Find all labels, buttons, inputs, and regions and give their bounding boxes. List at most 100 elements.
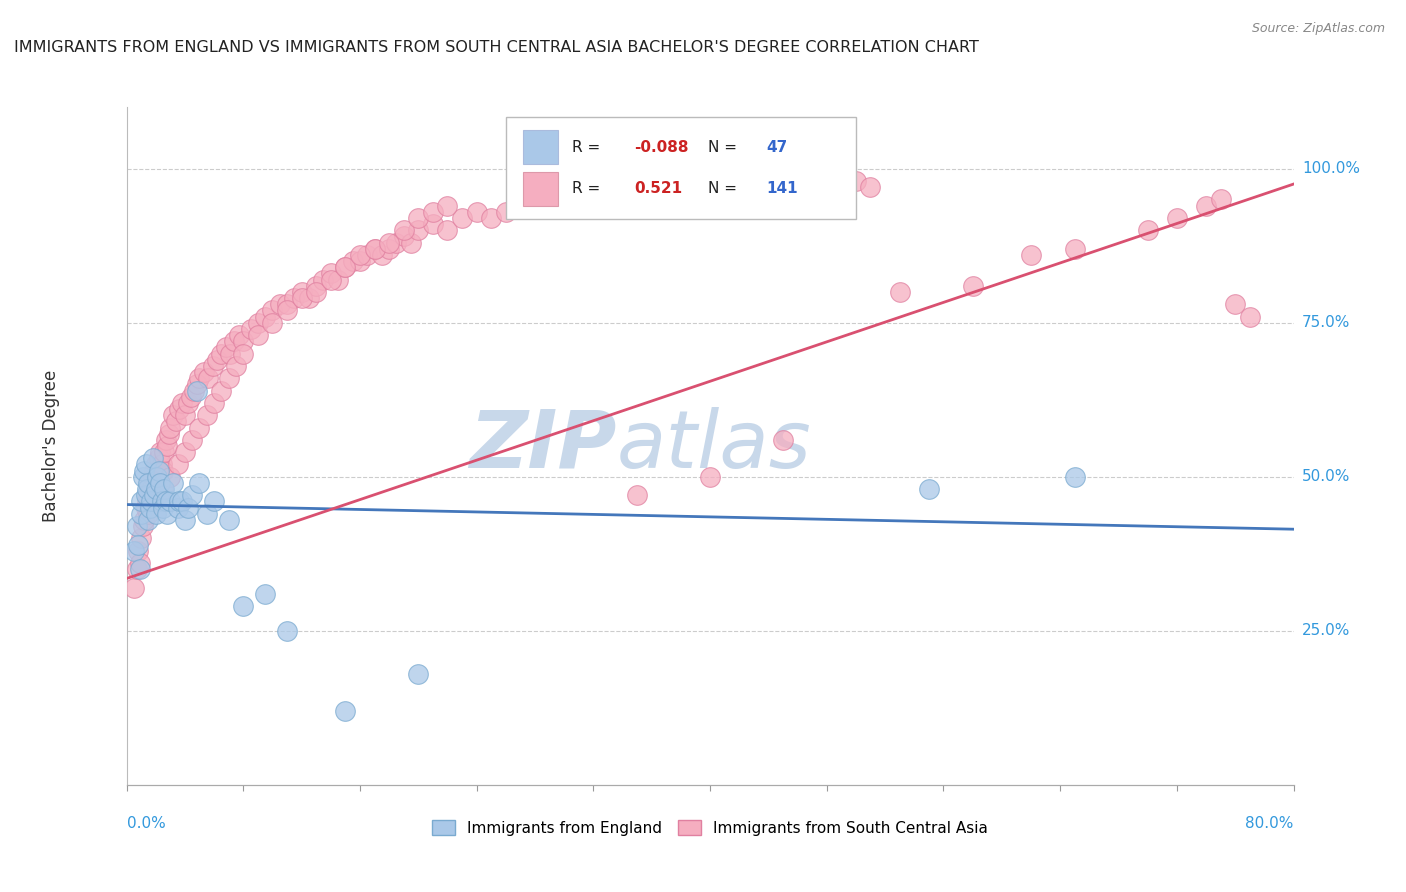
Point (197, 371, 219, 385)
Point (786, 180, 808, 194)
Point (859, 180, 882, 194)
Point (202, 396, 225, 410)
Point (150, 494, 173, 508)
Point (422, 217, 444, 231)
Text: 0.521: 0.521 (634, 181, 682, 196)
Point (127, 538, 149, 552)
Point (145, 458, 167, 472)
Point (254, 310, 277, 324)
Point (122, 581, 145, 595)
Point (1019, 248, 1042, 262)
Point (152, 464, 174, 478)
Point (174, 408, 197, 422)
Point (232, 599, 254, 614)
Point (156, 439, 179, 453)
Point (146, 470, 169, 484)
Point (742, 174, 765, 188)
Point (183, 384, 205, 398)
Point (228, 328, 250, 343)
Point (830, 186, 852, 201)
Point (143, 488, 166, 502)
Point (149, 475, 172, 490)
Text: R =: R = (572, 140, 606, 154)
Point (1195, 199, 1218, 213)
Point (655, 174, 678, 188)
Point (131, 470, 153, 484)
Point (148, 451, 170, 466)
Point (1223, 297, 1246, 311)
Text: 80.0%: 80.0% (1246, 815, 1294, 830)
Text: 0.0%: 0.0% (127, 815, 166, 830)
Point (148, 464, 170, 478)
Point (845, 174, 868, 188)
Point (138, 513, 160, 527)
Point (699, 168, 721, 182)
Point (141, 482, 163, 496)
Point (378, 242, 401, 256)
Point (436, 223, 458, 237)
Point (801, 186, 824, 201)
Point (408, 211, 430, 225)
Point (436, 199, 458, 213)
Point (125, 562, 148, 576)
Point (153, 482, 176, 496)
Point (129, 494, 152, 508)
Point (232, 346, 254, 360)
Text: 50.0%: 50.0% (1302, 469, 1350, 484)
Point (262, 303, 284, 318)
Point (142, 451, 165, 466)
Point (127, 543, 149, 558)
Point (156, 507, 179, 521)
Point (177, 396, 200, 410)
Point (392, 223, 415, 237)
Text: N =: N = (707, 181, 737, 196)
Point (290, 291, 312, 305)
Point (153, 445, 176, 459)
Point (152, 482, 174, 496)
Point (392, 229, 415, 244)
Point (451, 211, 474, 225)
Point (1063, 242, 1085, 256)
Point (145, 494, 167, 508)
Text: 75.0%: 75.0% (1302, 315, 1350, 330)
Point (713, 174, 735, 188)
Point (224, 334, 246, 349)
Point (385, 235, 408, 250)
Point (218, 371, 240, 385)
Point (150, 458, 173, 472)
Point (128, 556, 150, 570)
Point (165, 414, 187, 428)
Text: R =: R = (572, 181, 606, 196)
Point (582, 186, 605, 201)
Text: IMMIGRANTS FROM ENGLAND VS IMMIGRANTS FROM SOUTH CENTRAL ASIA BACHELOR'S DEGREE : IMMIGRANTS FROM ENGLAND VS IMMIGRANTS FR… (14, 40, 979, 55)
Point (166, 458, 188, 472)
Point (170, 396, 193, 410)
Point (218, 513, 240, 527)
FancyBboxPatch shape (506, 117, 856, 219)
Point (155, 433, 177, 447)
Point (685, 174, 707, 188)
Point (146, 470, 169, 484)
Point (1239, 310, 1261, 324)
Point (371, 248, 394, 262)
Point (162, 408, 184, 422)
Point (276, 303, 298, 318)
Point (378, 235, 401, 250)
Point (181, 433, 204, 447)
Point (201, 359, 224, 373)
Point (772, 174, 794, 188)
Point (205, 352, 228, 367)
Point (626, 488, 648, 502)
Point (177, 500, 200, 515)
Point (138, 488, 160, 502)
Text: 141: 141 (766, 181, 797, 196)
Point (180, 390, 202, 404)
Point (225, 359, 247, 373)
Text: 47: 47 (766, 140, 787, 154)
Point (246, 328, 269, 343)
Point (298, 291, 321, 305)
Point (524, 193, 547, 207)
Point (290, 285, 312, 299)
Point (356, 248, 378, 262)
Point (132, 513, 155, 527)
